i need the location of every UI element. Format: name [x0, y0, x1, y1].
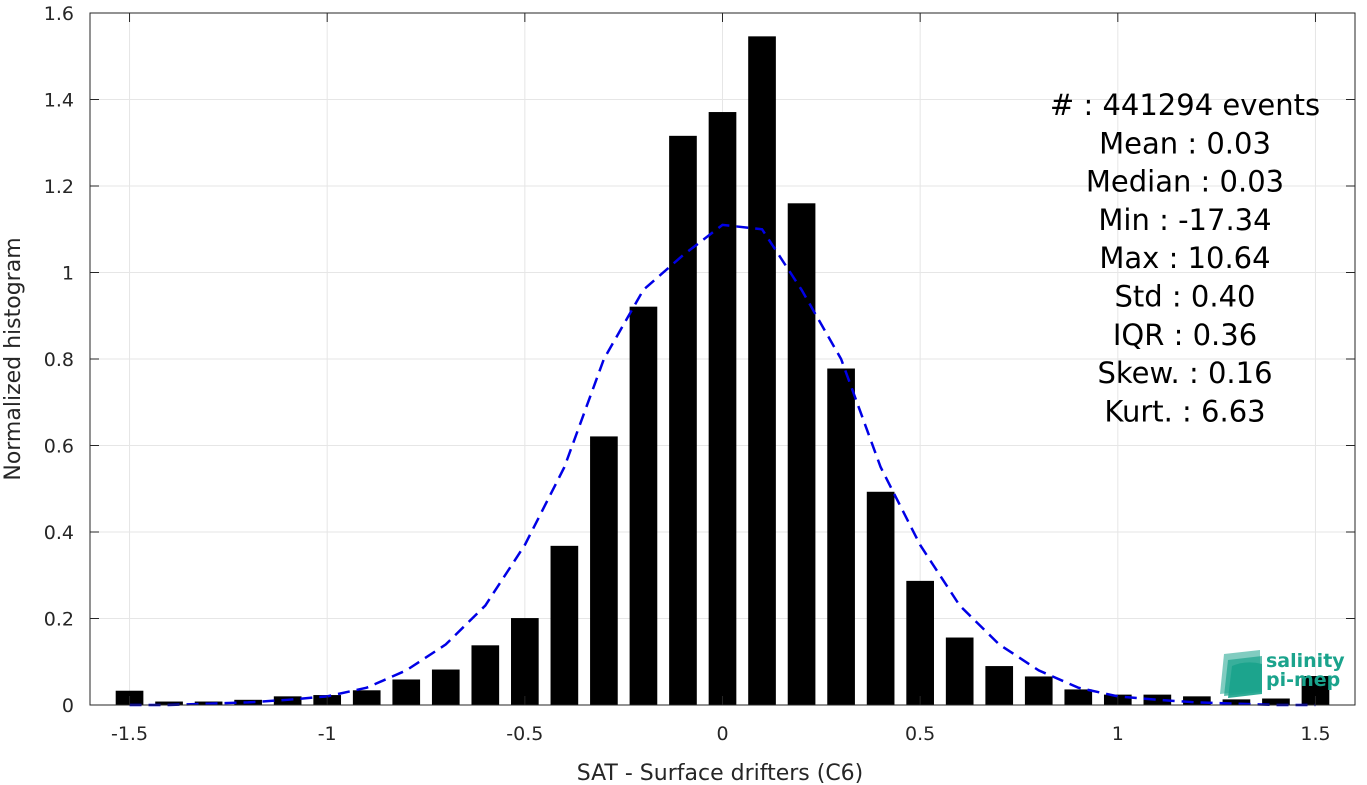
x-tick-label-3: 0 — [716, 723, 728, 745]
x-tick-label-1: -1 — [318, 723, 337, 745]
histogram-bar-16 — [748, 36, 776, 706]
histogram-bar-27 — [1183, 696, 1211, 705]
histogram-bar-10 — [511, 618, 539, 705]
stat-value-2: 0.03 — [1220, 165, 1285, 199]
histogram-bar-14 — [669, 135, 697, 705]
stat-label-7: Skew. : — [1097, 356, 1208, 390]
histogram-bar-19 — [866, 491, 895, 705]
histogram-bar-20 — [906, 580, 934, 705]
y-tick-label-6: 1.2 — [44, 176, 74, 198]
stat-label-6: IQR : — [1113, 318, 1193, 352]
y-tick-label-8: 1.6 — [44, 3, 74, 25]
stat-value-0: 441294 events — [1102, 88, 1320, 122]
stat-value-4: 10.64 — [1188, 241, 1271, 275]
histogram-bar-8 — [431, 669, 460, 705]
y-tick-label-0: 0 — [62, 695, 74, 717]
stat-label-4: Max : — [1099, 241, 1187, 275]
histogram-bar-7 — [392, 679, 421, 705]
histogram-bar-13 — [629, 306, 658, 705]
histogram-bar-29 — [1262, 698, 1290, 705]
histogram-bar-1 — [155, 701, 183, 705]
histogram-bar-22 — [985, 666, 1014, 705]
stat-label-5: Std : — [1115, 280, 1191, 314]
x-axis-label: SAT - Surface drifters (C6) — [577, 761, 864, 785]
stat-line-4: Max : 10.64 — [1099, 241, 1270, 275]
histogram-bar-28 — [1222, 699, 1251, 705]
stat-value-7: 0.16 — [1208, 356, 1273, 390]
stat-value-8: 6.63 — [1201, 394, 1266, 428]
stat-line-1: Mean : 0.03 — [1099, 126, 1271, 160]
x-tick-label-0: -1.5 — [111, 723, 148, 745]
x-tick-labels: -1.5 -1 -0.5 0 0.5 1 1.5 — [111, 723, 1331, 745]
y-tick-labels: 0 0.2 0.4 0.6 0.8 1 1.2 1.4 1.6 — [44, 3, 74, 717]
stat-label-2: Median : — [1086, 165, 1220, 199]
histogram-bar-12 — [590, 436, 618, 705]
plot-axes — [89, 12, 1356, 706]
x-tick-label-2: -0.5 — [506, 723, 543, 745]
stat-line-2: Median : 0.03 — [1086, 165, 1284, 199]
stat-line-6: IQR : 0.36 — [1113, 318, 1257, 352]
stat-label-8: Kurt. : — [1104, 394, 1201, 428]
stat-line-7: Skew. : 0.16 — [1097, 356, 1272, 390]
stat-label-3: Min : — [1098, 203, 1178, 237]
stat-line-5: Std : 0.40 — [1115, 280, 1256, 314]
y-tick-label-7: 1.4 — [44, 90, 74, 112]
logo-line2: pi-mep — [1266, 669, 1340, 691]
y-tick-label-4: 0.8 — [44, 349, 74, 371]
stat-label-0: # : — [1050, 88, 1103, 122]
y-tick-label-2: 0.4 — [44, 522, 74, 544]
histogram-bar-23 — [1024, 676, 1053, 705]
stat-value-5: 0.40 — [1191, 280, 1256, 314]
histogram-bar-26 — [1143, 694, 1172, 705]
wave-logo-icon — [1220, 650, 1262, 698]
y-axis-label: Normalized histogram — [1, 237, 26, 480]
x-tick-label-6: 1.5 — [1300, 723, 1330, 745]
histogram-bar-18 — [827, 368, 855, 705]
histogram-bars — [115, 36, 1330, 706]
y-tick-label-3: 0.6 — [44, 436, 74, 458]
stat-value-1: 0.03 — [1206, 126, 1271, 160]
salinity-pimep-logo: salinity pi-mep — [1220, 650, 1345, 698]
stat-label-1: Mean : — [1099, 126, 1206, 160]
stat-line-0: # : 441294 events — [1050, 88, 1320, 122]
x-tick-label-4: 0.5 — [905, 723, 935, 745]
histogram-bar-17 — [787, 203, 816, 706]
y-tick-label-1: 0.2 — [44, 609, 74, 631]
y-tick-label-5: 1 — [62, 263, 74, 285]
histogram-bar-24 — [1064, 689, 1093, 705]
stat-line-8: Kurt. : 6.63 — [1104, 394, 1265, 428]
histogram-bar-15 — [708, 112, 737, 706]
histogram-bar-11 — [550, 545, 579, 705]
stat-value-6: 0.36 — [1193, 318, 1258, 352]
logo-line1: salinity — [1266, 650, 1345, 672]
stat-line-3: Min : -17.34 — [1098, 203, 1271, 237]
histogram-bar-6 — [352, 690, 381, 705]
histogram-bar-9 — [471, 645, 500, 705]
x-tick-label-5: 1 — [1112, 723, 1124, 745]
histogram-bar-21 — [945, 637, 974, 705]
stat-value-3: -17.34 — [1178, 203, 1272, 237]
